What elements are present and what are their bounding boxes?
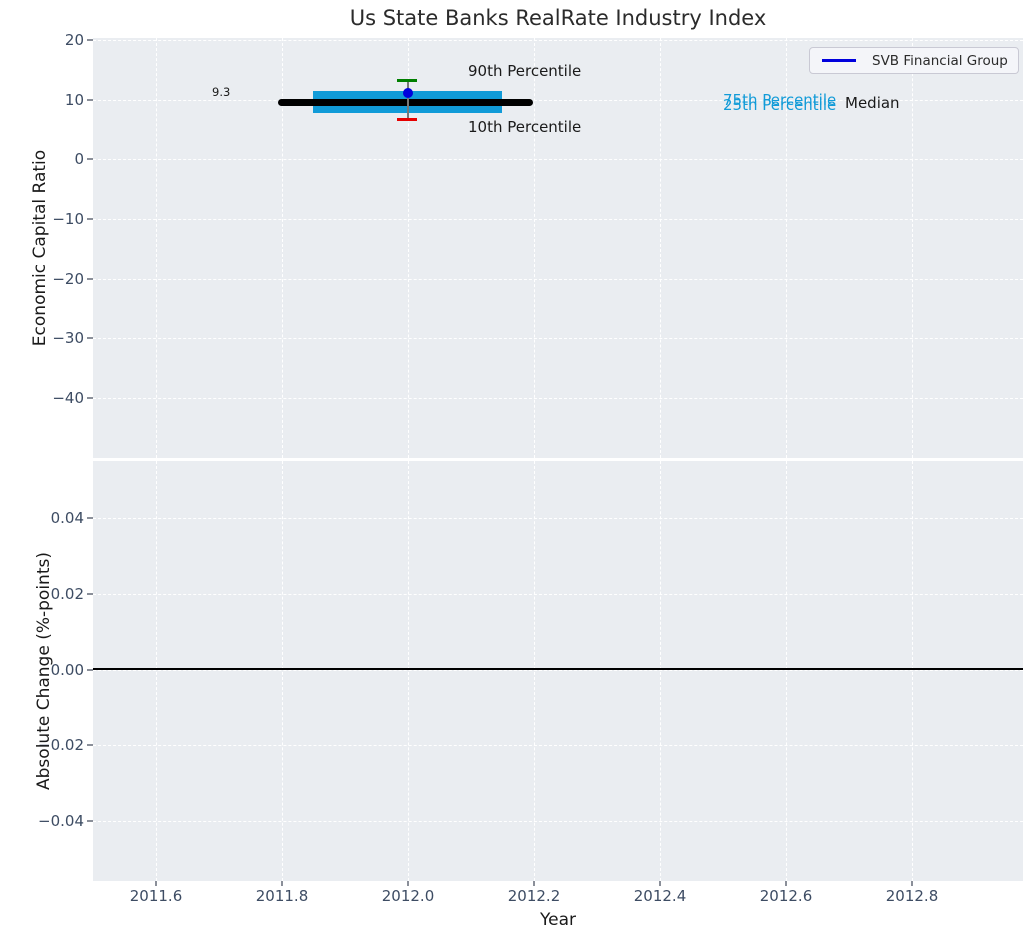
p90-annotation: 90th Percentile	[468, 62, 582, 80]
xtick: 2012.6	[759, 887, 813, 905]
tickmark	[87, 744, 93, 746]
xtick: 2012.2	[507, 887, 561, 905]
ytick-top: 0	[74, 150, 84, 168]
gridline-h	[93, 594, 1023, 595]
xtick: 2012.0	[381, 887, 435, 905]
top-plot-area	[93, 38, 1023, 458]
p10-cap	[397, 118, 417, 121]
tickmark	[87, 158, 93, 160]
bottom-ylabel: Absolute Change (%-points)	[34, 552, 54, 790]
tickmark	[281, 881, 283, 886]
svb-data-point	[403, 88, 413, 98]
p90-cap	[397, 79, 417, 82]
ytick-top: −20	[52, 270, 84, 288]
gridline-v	[912, 38, 913, 458]
gridline-h	[93, 398, 1023, 399]
gridline-v	[282, 461, 283, 881]
xtick: 2012.8	[885, 887, 939, 905]
xtick: 2012.4	[633, 887, 687, 905]
legend-label: SVB Financial Group	[872, 52, 1008, 69]
tickmark	[87, 99, 93, 101]
gridline-v	[156, 461, 157, 881]
gridline-v	[786, 38, 787, 458]
ytick-bottom: 0.02	[50, 585, 84, 603]
median-value-annotation: 9.3	[212, 85, 231, 99]
gridline-v	[534, 38, 535, 458]
gridline-v	[282, 38, 283, 458]
gridline-h	[93, 279, 1023, 280]
ytick-top: 10	[64, 91, 84, 109]
gridline-v	[912, 461, 913, 881]
tickmark	[533, 881, 535, 886]
legend: SVB Financial Group	[809, 47, 1019, 74]
tickmark	[155, 881, 157, 886]
ytick-top: −10	[52, 210, 84, 228]
gridline-v	[786, 461, 787, 881]
xlabel: Year	[540, 910, 576, 930]
p10-annotation: 10th Percentile	[468, 118, 582, 136]
chart-title: Us State Banks RealRate Industry Index	[349, 6, 767, 30]
tickmark	[911, 881, 913, 886]
tickmark	[87, 669, 93, 671]
tickmark	[87, 337, 93, 339]
gridline-v	[660, 38, 661, 458]
gridline-v	[534, 461, 535, 881]
tickmark	[785, 881, 787, 886]
median-annotation: Median	[845, 94, 900, 112]
tickmark	[407, 881, 409, 886]
ytick-top: −40	[52, 389, 84, 407]
tickmark	[87, 397, 93, 399]
ytick-bottom: −0.04	[38, 812, 84, 830]
percentile-whisker-line	[407, 81, 409, 119]
bottom-plot-area	[93, 461, 1023, 881]
gridline-h	[93, 159, 1023, 160]
gridline-h	[93, 821, 1023, 822]
gridline-v	[156, 38, 157, 458]
zero-reference-line	[93, 668, 1023, 670]
tickmark	[87, 278, 93, 280]
gridline-h	[93, 338, 1023, 339]
gridline-h	[93, 518, 1023, 519]
tickmark	[87, 517, 93, 519]
gridline-v	[660, 461, 661, 881]
gridline-h	[93, 100, 1023, 101]
ytick-top: 20	[64, 31, 84, 49]
tickmark	[87, 593, 93, 595]
tickmark	[87, 820, 93, 822]
p25-annotation: 25th Percentile	[723, 96, 837, 114]
xtick: 2011.8	[255, 887, 309, 905]
ytick-bottom: 0.00	[50, 661, 84, 679]
gridline-h	[93, 745, 1023, 746]
gridline-h	[93, 219, 1023, 220]
legend-line-sample	[822, 59, 856, 62]
ytick-bottom: 0.04	[50, 509, 84, 527]
gridline-h	[93, 670, 1023, 671]
gridline-v	[408, 461, 409, 881]
tickmark	[659, 881, 661, 886]
xtick: 2011.6	[129, 887, 183, 905]
ytick-bottom: −0.02	[38, 736, 84, 754]
gridline-v	[408, 38, 409, 458]
top-ylabel: Economic Capital Ratio	[30, 149, 50, 347]
tickmark	[87, 218, 93, 220]
median-line	[278, 99, 533, 106]
ytick-top: −30	[52, 329, 84, 347]
gridline-h	[93, 40, 1023, 41]
p75-annotation: 75th Percentile	[723, 91, 837, 109]
tickmark	[87, 39, 93, 41]
